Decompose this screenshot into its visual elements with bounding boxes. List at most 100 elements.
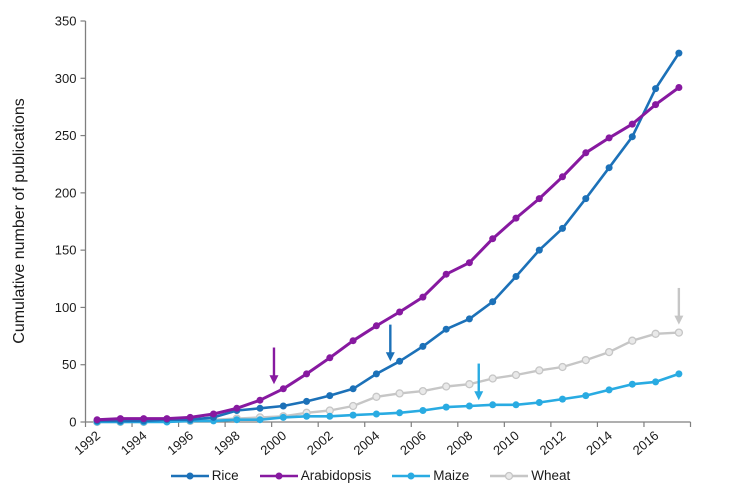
x-tick-label: 2004: [350, 428, 382, 458]
y-tick-label: 50: [62, 357, 76, 372]
series-marker-rice: [628, 133, 636, 141]
series-marker-wheat: [628, 336, 637, 345]
series-marker-arabidopsis: [233, 404, 241, 412]
series-marker-wheat: [418, 386, 428, 396]
series-marker-rice: [582, 195, 590, 203]
legend-item-arabidopsis: Arabidopsis: [259, 468, 372, 483]
series-marker-maize: [303, 412, 311, 420]
series-marker-maize: [372, 410, 380, 418]
series-marker-rice: [279, 402, 287, 410]
series-marker-maize: [465, 402, 473, 410]
series-marker-arabidopsis: [349, 337, 357, 345]
series-marker-arabidopsis: [465, 259, 473, 267]
series-marker-rice: [605, 164, 613, 172]
series-marker-arabidopsis: [116, 415, 124, 423]
series-marker-rice: [652, 85, 660, 93]
series-marker-arabidopsis: [210, 410, 217, 418]
series-marker-arabidopsis: [652, 101, 660, 109]
series-marker-wheat: [674, 328, 684, 337]
series-marker-maize: [396, 409, 404, 417]
series-rice: [93, 49, 683, 425]
x-tick-label: 2008: [444, 428, 476, 458]
series-marker-maize: [535, 399, 543, 406]
y-tick-label: 350: [55, 14, 77, 29]
x-tick-label: 2006: [397, 428, 429, 458]
y-tick-label: 250: [55, 128, 77, 143]
series-marker-rice: [489, 298, 497, 306]
series-marker-maize: [512, 401, 520, 409]
series-line-rice: [97, 52, 680, 423]
series-marker-maize: [559, 395, 566, 403]
series-marker-maize: [489, 401, 497, 409]
series-marker-wheat: [488, 374, 497, 383]
series-marker-rice: [256, 404, 264, 412]
x-tick-label: 2002: [304, 428, 336, 458]
series-marker-maize: [582, 392, 590, 400]
series-marker-maize: [652, 378, 660, 386]
series-marker-wheat: [465, 380, 474, 389]
series-marker-arabidopsis: [559, 173, 566, 181]
series-marker-arabidopsis: [163, 415, 171, 423]
series-marker-rice: [419, 342, 427, 350]
series-marker-maize: [605, 386, 613, 394]
series-marker-arabidopsis: [628, 120, 636, 128]
chart-legend: Rice Arabidopsis Maize Wheat: [0, 468, 740, 483]
series-marker-rice: [675, 49, 683, 57]
series-marker-arabidopsis: [489, 235, 497, 243]
series-marker-arabidopsis: [605, 134, 613, 142]
legend-dot: [275, 472, 283, 479]
y-tick-label: 200: [55, 185, 77, 200]
series-marker-arabidopsis: [396, 308, 404, 316]
x-tick-label: 1998: [211, 428, 243, 458]
series-marker-wheat: [511, 370, 521, 380]
series-marker-wheat: [558, 362, 567, 372]
rice-genome-arrow: [385, 324, 395, 362]
series-marker-arabidopsis: [442, 270, 450, 278]
series-marker-maize: [349, 411, 357, 419]
x-tick-label: 1994: [118, 428, 150, 458]
series-marker-maize: [675, 370, 683, 378]
series-marker-arabidopsis: [675, 84, 683, 91]
legend-label-arabidopsis: Arabidopsis: [300, 468, 372, 483]
arabidopsis-genome-arrow: [269, 347, 279, 385]
x-tick-label: 2016: [630, 428, 662, 458]
series-marker-arabidopsis: [186, 413, 194, 421]
y-axis-title: Cumulative number of publications: [11, 98, 28, 343]
x-tick-label: 2000: [257, 428, 289, 458]
legend-label-wheat: Wheat: [531, 468, 571, 483]
series-marker-arabidopsis: [303, 370, 311, 378]
legend-marker-maize: [392, 472, 431, 479]
series-arabidopsis: [93, 84, 683, 424]
x-tick-label: 2010: [490, 428, 522, 458]
series-marker-wheat: [395, 389, 404, 398]
series-marker-arabidopsis: [512, 214, 520, 222]
series-marker-arabidopsis: [140, 415, 148, 423]
series-marker-arabidopsis: [256, 396, 264, 404]
arrow-head: [674, 315, 684, 325]
series-marker-wheat: [651, 329, 660, 338]
legend-marker-arabidopsis: [259, 472, 298, 479]
x-tick-label: 2014: [583, 428, 615, 458]
x-tick-label: 2012: [537, 428, 569, 458]
series-marker-wheat: [581, 355, 590, 365]
series-marker-rice: [372, 370, 380, 378]
series-marker-wheat: [348, 401, 358, 411]
series-wheat: [92, 328, 684, 427]
series-line-arabidopsis: [97, 86, 680, 422]
series-marker-maize: [326, 412, 334, 420]
series-marker-arabidopsis: [419, 293, 427, 301]
series-marker-rice: [465, 315, 473, 323]
series-marker-wheat: [604, 347, 614, 357]
series-marker-maize: [233, 416, 241, 424]
series-marker-arabidopsis: [93, 416, 101, 424]
y-tick-label: 0: [69, 415, 76, 430]
y-tick-label: 100: [55, 300, 77, 315]
series-marker-maize: [279, 413, 287, 421]
legend-item-rice: Rice: [170, 468, 239, 483]
y-tick-label: 150: [55, 243, 77, 258]
series-marker-wheat: [372, 392, 381, 401]
legend-marker-wheat: [490, 471, 529, 480]
series-marker-arabidopsis: [582, 149, 590, 157]
series-marker-rice: [512, 273, 520, 280]
